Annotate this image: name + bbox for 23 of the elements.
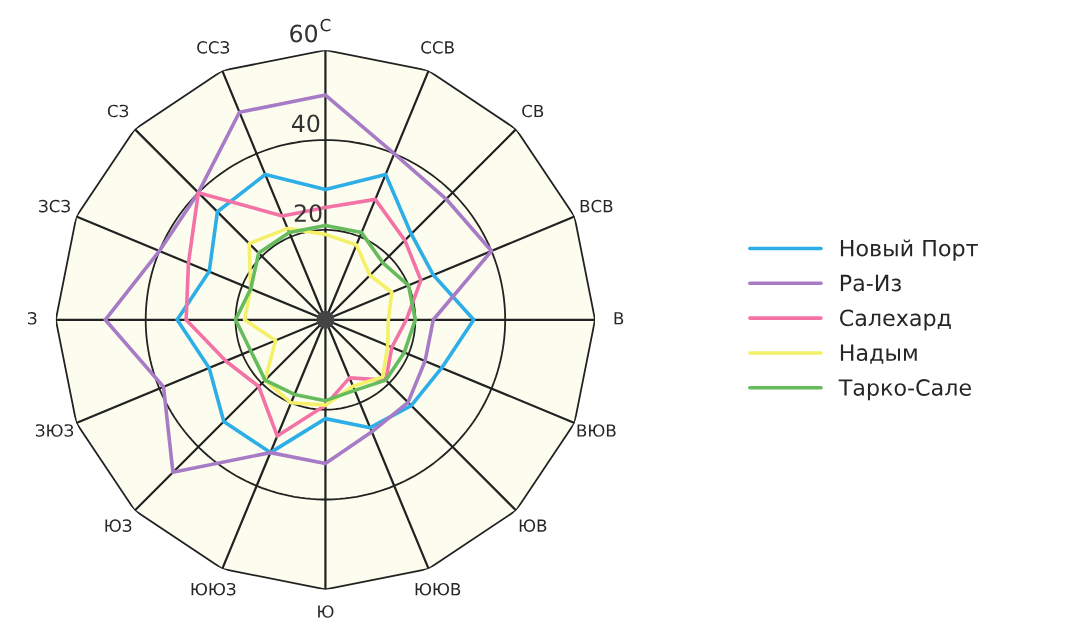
spoke-label: ЗСЗ xyxy=(39,199,70,213)
spoke-label: ЮЮЗ xyxy=(191,582,236,596)
spoke-label: ССЗ xyxy=(197,41,230,54)
spoke-label: ССВ xyxy=(421,41,454,54)
y-tick-label: 40 xyxy=(291,114,320,133)
y-tick-label: 60 xyxy=(290,24,318,43)
spoke-label: З xyxy=(27,312,37,325)
spoke-label: С xyxy=(320,18,331,32)
legend-label: Тарко-Сале xyxy=(838,379,971,401)
spoke-label: ВСВ xyxy=(580,199,613,213)
spoke-label: В xyxy=(614,312,624,325)
legend-label: Ра-Из xyxy=(840,274,901,292)
spoke-label: ЮВ xyxy=(519,519,547,532)
legend-label: Салехард xyxy=(839,309,951,331)
spoke-label: ЗЮЗ xyxy=(35,424,74,437)
spoke-label: Ю xyxy=(318,605,334,618)
legend-label: Надым xyxy=(840,344,917,364)
spoke-label: ВЮВ xyxy=(577,424,616,437)
spoke-label: СЗ xyxy=(107,104,129,118)
spoke-label: СВ xyxy=(522,104,544,118)
spoke-label: ЮЮВ xyxy=(415,582,461,596)
legend-label: Новый Порт xyxy=(840,239,978,261)
spoke-label: ЮЗ xyxy=(105,519,132,532)
